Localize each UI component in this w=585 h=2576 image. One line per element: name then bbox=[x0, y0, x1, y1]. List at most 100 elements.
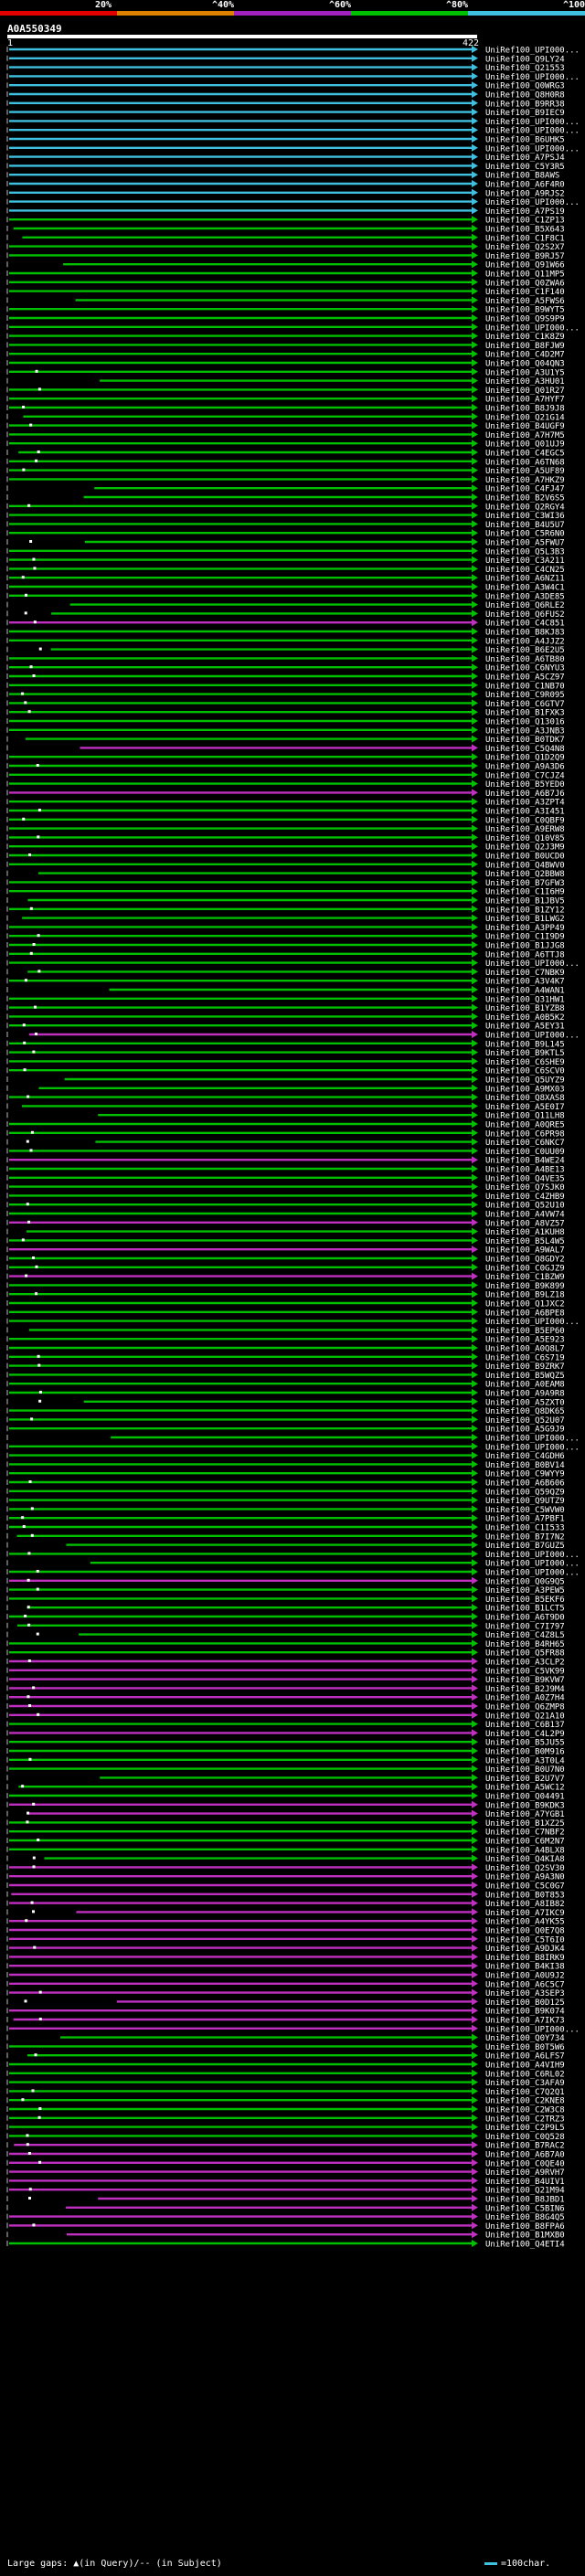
hit-row[interactable]: UniRef100_A0QRE5 bbox=[6, 1120, 565, 1130]
hit-row[interactable]: UniRef100_C3WI36 bbox=[6, 511, 565, 522]
hit-label[interactable]: UniRef100_A7YGB1 bbox=[485, 1810, 565, 1819]
hit-row[interactable]: UniRef100_A9WAL7 bbox=[6, 1246, 565, 1256]
hit-label[interactable]: UniRef100_C7CJZ4 bbox=[485, 771, 565, 780]
hit-label[interactable]: UniRef100_A0EAM8 bbox=[485, 1381, 565, 1390]
hit-row[interactable]: UniRef100_UPI000... bbox=[6, 323, 580, 334]
hit-label[interactable]: UniRef100_C2P9L5 bbox=[485, 2124, 565, 2133]
hit-label[interactable]: UniRef100_C4GDH6 bbox=[485, 1452, 565, 1461]
hit-row[interactable]: UniRef100_A7H7M5 bbox=[6, 430, 565, 440]
hit-label[interactable]: UniRef100_Q13016 bbox=[485, 718, 565, 727]
hit-row[interactable]: UniRef100_B5WQZ5 bbox=[6, 1371, 565, 1381]
hit-row[interactable]: UniRef100_A6B7J6 bbox=[6, 789, 565, 799]
hit-label[interactable]: UniRef100_C4Z8L5 bbox=[485, 1631, 565, 1640]
hit-row[interactable]: UniRef100_B4RH65 bbox=[6, 1639, 565, 1649]
hit-row[interactable]: UniRef100_Q01UJ9 bbox=[6, 440, 565, 450]
hit-row[interactable]: UniRef100_A3PP49 bbox=[6, 923, 565, 933]
hit-row[interactable]: UniRef100_C5Y3R5 bbox=[6, 162, 565, 172]
hit-row[interactable]: UniRef100_C0QE40 bbox=[6, 2158, 565, 2169]
hit-row[interactable]: UniRef100_C6GTV7 bbox=[6, 699, 565, 709]
hit-label[interactable]: UniRef100_B9IEC9 bbox=[485, 109, 565, 118]
hit-label[interactable]: UniRef100_Q2S2X7 bbox=[485, 243, 565, 252]
hit-row[interactable]: UniRef100_A7PS19 bbox=[6, 207, 565, 217]
hit-label[interactable]: UniRef100_C7NBK9 bbox=[485, 969, 565, 978]
hit-label[interactable]: UniRef100_A8VZ57 bbox=[485, 1219, 565, 1228]
hit-label[interactable]: UniRef100_Q2J3M9 bbox=[485, 843, 565, 853]
hit-row[interactable]: UniRef100_C5T6I0 bbox=[6, 1935, 565, 1945]
hit-label[interactable]: UniRef100_B8FPA6 bbox=[485, 2222, 565, 2231]
hit-label[interactable]: UniRef100_UPI000... bbox=[485, 1560, 580, 1569]
hit-row[interactable]: UniRef100_C6M2N7 bbox=[6, 1837, 565, 1847]
hit-label[interactable]: UniRef100_A3JNB3 bbox=[485, 726, 565, 736]
hit-row[interactable]: UniRef100_UPI000... bbox=[6, 1031, 580, 1041]
hit-row[interactable]: UniRef100_Q4KIA8 bbox=[6, 1854, 565, 1865]
hit-label[interactable]: UniRef100_Q1JXC2 bbox=[485, 1300, 565, 1309]
hit-label[interactable]: UniRef100_B5YED0 bbox=[485, 780, 565, 790]
hit-row[interactable]: UniRef100_A5WC12 bbox=[6, 1783, 565, 1793]
hit-label[interactable]: UniRef100_Q1D2Q9 bbox=[485, 754, 565, 763]
hit-label[interactable]: UniRef100_C1I533 bbox=[485, 1524, 565, 1533]
hit-label[interactable]: UniRef100_B8KJ83 bbox=[485, 629, 565, 638]
hit-row[interactable]: UniRef100_C4GDH6 bbox=[6, 1451, 565, 1462]
hit-label[interactable]: UniRef100_A3I451 bbox=[485, 808, 565, 817]
hit-label[interactable]: UniRef100_B8JBD1 bbox=[485, 2196, 565, 2205]
hit-label[interactable]: UniRef100_Q8XAS8 bbox=[485, 1094, 565, 1103]
hit-row[interactable]: UniRef100_C1NB70 bbox=[6, 681, 565, 692]
hit-row[interactable]: UniRef100_B0T853 bbox=[6, 1890, 565, 1901]
hit-row[interactable]: UniRef100_Q9LY24 bbox=[6, 54, 565, 65]
hit-label[interactable]: UniRef100_A3CLP2 bbox=[485, 1659, 565, 1668]
hit-row[interactable]: UniRef100_Q0Y734 bbox=[6, 2033, 565, 2044]
hit-row[interactable]: UniRef100_B0TDK7 bbox=[6, 735, 565, 746]
hit-label[interactable]: UniRef100_Q10V85 bbox=[485, 834, 565, 843]
hit-row[interactable]: UniRef100_A6TB80 bbox=[6, 654, 565, 664]
hit-row[interactable]: UniRef100_B0UCD0 bbox=[6, 852, 565, 862]
hit-row[interactable]: UniRef100_Q5UYZ9 bbox=[6, 1076, 565, 1086]
hit-label[interactable]: UniRef100_B5X643 bbox=[485, 226, 565, 235]
hit-label[interactable]: UniRef100_A5UF89 bbox=[485, 467, 565, 476]
hit-label[interactable]: UniRef100_A9RJS2 bbox=[485, 189, 565, 198]
hit-label[interactable]: UniRef100_A3SEP3 bbox=[485, 1989, 565, 1998]
hit-label[interactable]: UniRef100_B1LCT5 bbox=[485, 1605, 565, 1614]
hit-row[interactable]: UniRef100_A3CLP2 bbox=[6, 1658, 565, 1668]
hit-label[interactable]: UniRef100_C5Q4N8 bbox=[485, 745, 565, 754]
hit-row[interactable]: UniRef100_B9K899 bbox=[6, 1281, 565, 1291]
hit-row[interactable]: UniRef100_A7IKC9 bbox=[6, 1908, 565, 1918]
hit-label[interactable]: UniRef100_UPI000... bbox=[485, 1032, 580, 1041]
hit-label[interactable]: UniRef100_A3PEW5 bbox=[485, 1586, 565, 1595]
hit-row[interactable]: UniRef100_C1K8Z9 bbox=[6, 332, 565, 343]
hit-row[interactable]: UniRef100_B1FXK3 bbox=[6, 708, 565, 718]
hit-row[interactable]: UniRef100_Q6ZMP8 bbox=[6, 1702, 565, 1712]
hit-label[interactable]: UniRef100_A0B5K2 bbox=[485, 1013, 565, 1023]
hit-label[interactable]: UniRef100_B8G4Q5 bbox=[485, 2213, 565, 2222]
hit-label[interactable]: UniRef100_Q0E7Q8 bbox=[485, 1927, 565, 1936]
hit-label[interactable]: UniRef100_C5C0G7 bbox=[485, 1882, 565, 1892]
hit-row[interactable]: UniRef100_C1F8C1 bbox=[6, 233, 565, 243]
hit-label[interactable]: UniRef100_C5WVW0 bbox=[485, 1506, 565, 1515]
hit-label[interactable]: UniRef100_A9A9R8 bbox=[485, 1390, 565, 1399]
hit-label[interactable]: UniRef100_A9A3N0 bbox=[485, 1873, 565, 1882]
hit-row[interactable]: UniRef100_B7I7N2 bbox=[6, 1532, 565, 1542]
hit-row[interactable]: UniRef100_A9DJK4 bbox=[6, 1944, 565, 1955]
hit-row[interactable]: UniRef100_C5BIN6 bbox=[6, 2203, 565, 2214]
hit-label[interactable]: UniRef100_A7HKZ9 bbox=[485, 476, 565, 485]
hit-row[interactable]: UniRef100_B7RAC2 bbox=[6, 2141, 565, 2151]
hit-label[interactable]: UniRef100_A3DE85 bbox=[485, 592, 565, 601]
hit-row[interactable]: UniRef100_C0GJZ9 bbox=[6, 1263, 565, 1274]
hit-label[interactable]: UniRef100_B8IRK9 bbox=[485, 1954, 565, 1963]
hit-row[interactable]: UniRef100_A0B5K2 bbox=[6, 1012, 565, 1023]
hit-label[interactable]: UniRef100_Q11LH8 bbox=[485, 1112, 565, 1121]
hit-row[interactable]: UniRef100_C9WYY9 bbox=[6, 1469, 565, 1479]
hit-label[interactable]: UniRef100_C6SCV0 bbox=[485, 1067, 565, 1076]
hit-label[interactable]: UniRef100_B0D125 bbox=[485, 1998, 565, 2008]
hit-row[interactable]: UniRef100_Q8H0R8 bbox=[6, 90, 565, 101]
hit-row[interactable]: UniRef100_B1JBV5 bbox=[6, 896, 565, 906]
hit-row[interactable]: UniRef100_C6SCV0 bbox=[6, 1066, 565, 1076]
hit-label[interactable]: UniRef100_A0Z7H4 bbox=[485, 1694, 565, 1703]
hit-label[interactable]: UniRef100_A9DJK4 bbox=[485, 1945, 565, 1954]
hit-row[interactable]: UniRef100_Q8DK65 bbox=[6, 1406, 565, 1417]
hit-row[interactable]: UniRef100_B9KTL5 bbox=[6, 1048, 565, 1059]
hit-row[interactable]: UniRef100_A5EY31 bbox=[6, 1022, 565, 1032]
hit-label[interactable]: UniRef100_B1XZ25 bbox=[485, 1819, 565, 1829]
hit-label[interactable]: UniRef100_C7I797 bbox=[485, 1622, 565, 1631]
hit-row[interactable]: UniRef100_B5EP60 bbox=[6, 1326, 565, 1336]
hit-label[interactable]: UniRef100_Q8GDY2 bbox=[485, 1256, 565, 1265]
